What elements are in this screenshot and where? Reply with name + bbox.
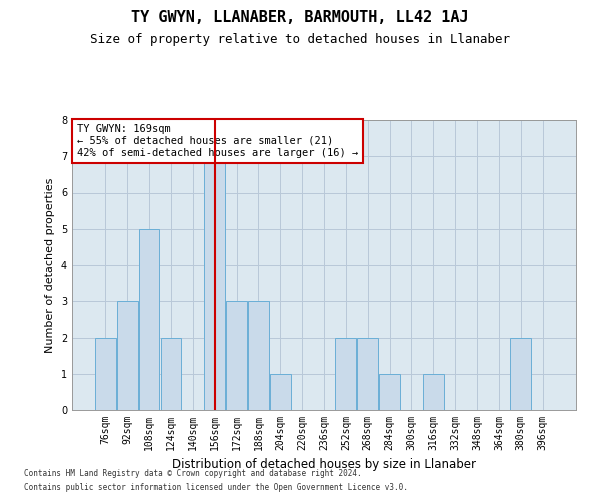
Bar (379, 374, 400, 410)
Text: Contains HM Land Registry data © Crown copyright and database right 2024.: Contains HM Land Registry data © Crown c… (24, 468, 362, 477)
Text: Size of property relative to detached houses in Llanaber: Size of property relative to detached ho… (90, 32, 510, 46)
Y-axis label: Number of detached properties: Number of detached properties (46, 178, 55, 352)
Bar (511, 338, 531, 410)
Text: Contains public sector information licensed under the Open Government Licence v3: Contains public sector information licen… (24, 484, 408, 492)
Text: TY GWYN, LLANABER, BARMOUTH, LL42 1AJ: TY GWYN, LLANABER, BARMOUTH, LL42 1AJ (131, 10, 469, 25)
Bar (248, 301, 269, 410)
Bar (423, 374, 444, 410)
X-axis label: Distribution of detached houses by size in Llanaber: Distribution of detached houses by size … (172, 458, 476, 471)
Bar (95, 338, 116, 410)
Bar (358, 338, 378, 410)
Bar (204, 156, 225, 410)
Bar (270, 374, 290, 410)
Bar (226, 301, 247, 410)
Bar (117, 301, 137, 410)
Bar (139, 229, 160, 410)
Text: TY GWYN: 169sqm
← 55% of detached houses are smaller (21)
42% of semi-detached h: TY GWYN: 169sqm ← 55% of detached houses… (77, 124, 358, 158)
Bar (161, 338, 181, 410)
Bar (335, 338, 356, 410)
